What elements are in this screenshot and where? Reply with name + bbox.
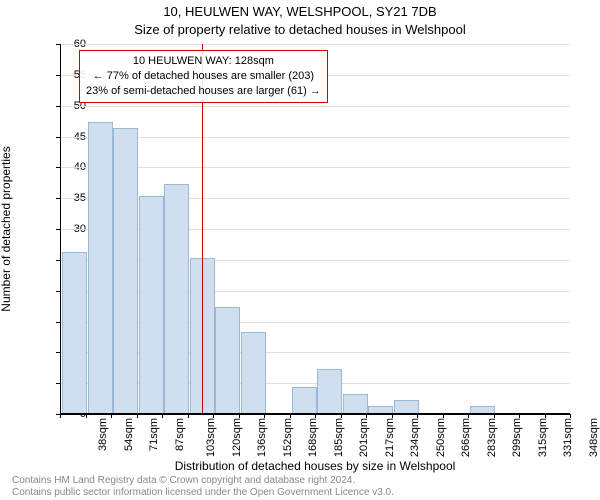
x-tick-label: 283sqm (486, 418, 498, 457)
histogram-bar (368, 406, 393, 413)
y-axis-label: Number of detached properties (0, 146, 13, 311)
histogram-bar (88, 122, 113, 413)
x-tick-label: 348sqm (588, 418, 600, 457)
x-tick-label: 152sqm (282, 418, 294, 457)
callout-line: ← 77% of detached houses are smaller (20… (86, 69, 321, 84)
x-tick-label: 266sqm (460, 418, 472, 457)
x-tick-label: 299sqm (511, 418, 523, 457)
page-title: 10, HEULWEN WAY, WELSHPOOL, SY21 7DB (0, 4, 600, 19)
chart-subtitle: Size of property relative to detached ho… (0, 22, 600, 37)
histogram-bar (317, 369, 342, 413)
histogram-bar (215, 307, 240, 413)
footer-line-1: Contains HM Land Registry data © Crown c… (12, 475, 394, 487)
x-tick-label: 54sqm (123, 418, 135, 451)
footer-text: Contains HM Land Registry data © Crown c… (12, 475, 394, 498)
grid-line (61, 414, 570, 415)
x-tick-label: 87sqm (174, 418, 186, 451)
histogram-bar (470, 406, 495, 413)
x-tick-label: 217sqm (384, 418, 396, 457)
x-tick-label: 168sqm (307, 418, 319, 457)
chart-container: 10, HEULWEN WAY, WELSHPOOL, SY21 7DB Siz… (0, 0, 600, 500)
x-axis-label: Distribution of detached houses by size … (60, 459, 570, 473)
x-tick-label: 331sqm (562, 418, 574, 457)
x-tick-label: 234sqm (409, 418, 421, 457)
plot-area: 10 HEULWEN WAY: 128sqm← 77% of detached … (60, 44, 570, 414)
x-tick-label: 250sqm (435, 418, 447, 457)
x-tick-label: 38sqm (97, 418, 109, 451)
x-tick-label: 315sqm (537, 418, 549, 457)
x-tick-label: 185sqm (333, 418, 345, 457)
footer-line-2: Contains public sector information licen… (12, 487, 394, 499)
histogram-bar (113, 128, 138, 413)
x-tick-label: 103sqm (205, 418, 217, 457)
histogram-bar (343, 394, 368, 414)
histogram-bar (164, 184, 189, 413)
callout-box: 10 HEULWEN WAY: 128sqm← 77% of detached … (79, 50, 328, 103)
histogram-bar (139, 196, 164, 413)
histogram-bar (241, 332, 266, 413)
callout-line: 10 HEULWEN WAY: 128sqm (86, 54, 321, 69)
histogram-bar (62, 252, 87, 413)
x-tick-label: 71sqm (148, 418, 160, 451)
grid-line (61, 106, 570, 107)
x-tick (570, 414, 571, 418)
x-tick-label: 136sqm (256, 418, 268, 457)
x-tick-label: 120sqm (231, 418, 243, 457)
callout-line: 23% of semi-detached houses are larger (… (86, 84, 321, 99)
histogram-bar (394, 400, 419, 413)
grid-line (61, 44, 570, 45)
x-tick-label: 201sqm (358, 418, 370, 457)
histogram-bar (292, 387, 317, 413)
